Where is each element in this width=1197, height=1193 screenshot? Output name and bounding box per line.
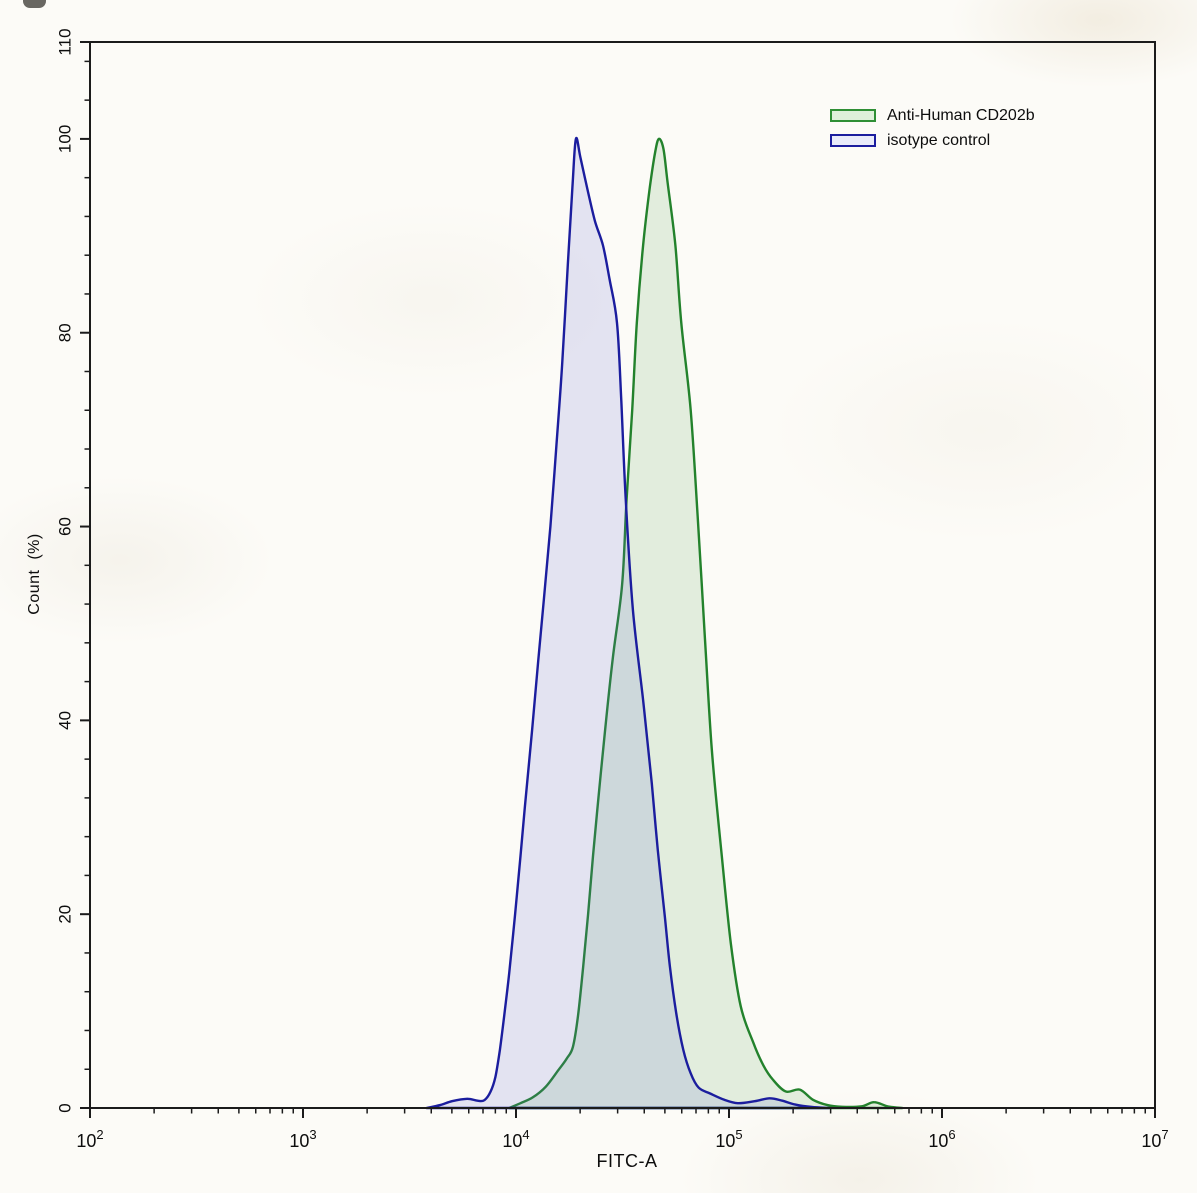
curve-isotype [425, 136, 831, 1110]
tick-labels: 102 103 104 105 106 107 0 20 40 60 80 100 110 [55, 28, 1168, 1151]
svg-text:106: 106 [928, 1127, 955, 1151]
y-axis-title: Count (%) [26, 533, 43, 615]
svg-text:100: 100 [55, 125, 74, 153]
svg-text:60: 60 [55, 517, 74, 536]
svg-text:102: 102 [76, 1127, 103, 1151]
legend-label-cd202b: Anti-Human CD202b [887, 106, 1035, 124]
legend-label-isotype: isotype control [887, 131, 991, 149]
svg-text:105: 105 [715, 1127, 742, 1151]
x-axis-title: FITC-A [596, 1151, 658, 1171]
svg-text:107: 107 [1141, 1127, 1168, 1151]
svg-text:20: 20 [55, 905, 74, 924]
scan-artifact [23, 0, 46, 8]
curve-cd202b [508, 137, 904, 1110]
svg-text:110: 110 [55, 28, 74, 55]
legend-item-cd202b: Anti-Human CD202b [830, 103, 1035, 128]
svg-text:40: 40 [55, 711, 74, 730]
axes [80, 41, 1156, 1118]
svg-text:0: 0 [55, 1103, 74, 1112]
svg-text:104: 104 [502, 1127, 529, 1151]
legend: Anti-Human CD202b isotype control [830, 103, 1035, 153]
svg-text:103: 103 [289, 1127, 316, 1151]
legend-swatch-cd202b [830, 109, 876, 122]
series-curves [425, 136, 904, 1110]
svg-text:80: 80 [55, 323, 74, 342]
legend-item-isotype: isotype control [830, 128, 1035, 153]
legend-swatch-isotype [830, 134, 876, 147]
